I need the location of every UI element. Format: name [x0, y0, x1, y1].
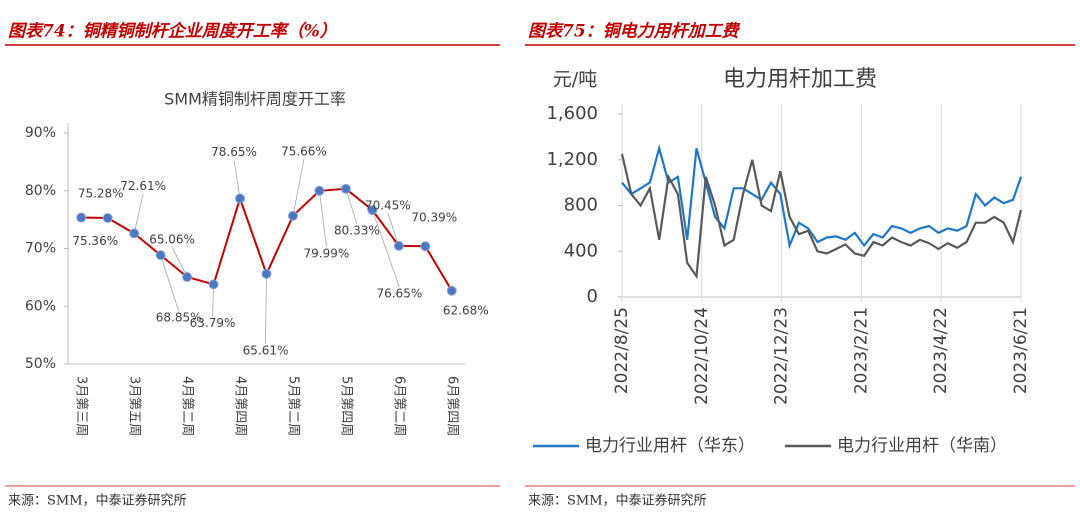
y-tick-label: 70% [25, 241, 56, 257]
data-label: 62.68% [443, 303, 489, 317]
data-label: 68.85% [156, 311, 202, 325]
data-point [287, 210, 298, 221]
data-point [420, 241, 431, 252]
data-label: 65.06% [149, 233, 195, 247]
leader-line [292, 158, 305, 216]
leader-line [387, 212, 400, 247]
x-tick-label: 2022/10/24 [692, 307, 712, 405]
data-point [314, 185, 325, 196]
x-tick-label: 5月第二周 [285, 376, 300, 436]
data-point [393, 240, 404, 251]
chart-title: SMM精铜制杆周度开工率 [164, 90, 346, 109]
panel-header: 图表75：铜电力用杆加工费 [528, 22, 741, 42]
data-point [76, 212, 87, 223]
leader-line [371, 209, 400, 288]
y-tick-label: 1,600 [546, 103, 598, 124]
leader-line [171, 246, 188, 278]
x-tick-label: 2023/4/22 [931, 307, 951, 394]
x-tick-label: 2022/12/23 [772, 307, 792, 405]
data-label: 70.45% [365, 198, 411, 212]
data-label: 75.66% [281, 144, 327, 158]
y-tick-label: 800 [564, 195, 598, 216]
y-tick-label: 90% [25, 125, 56, 141]
x-tick-label: 6月第二周 [391, 376, 406, 436]
y-tick-label: 400 [564, 240, 598, 261]
data-point [129, 228, 140, 239]
x-tick-label: 5月第四周 [338, 376, 353, 436]
data-label: 65.61% [243, 343, 289, 357]
leader-line [345, 188, 358, 224]
data-point [182, 272, 193, 283]
panel-header: 图表74：铜精铜制杆企业周度开工率（%） [8, 22, 337, 42]
y-tick-label: 60% [25, 298, 56, 314]
y-tick-label: 0 [587, 286, 598, 307]
leader-line [133, 193, 144, 234]
data-label: 75.28% [78, 187, 124, 201]
data-point [340, 183, 351, 194]
data-label: 75.36% [72, 234, 118, 248]
legend-label: 电力行业用杆（华东） [585, 436, 755, 456]
data-point [102, 213, 113, 224]
x-tick-label: 2022/8/25 [612, 307, 632, 394]
data-label: 76.65% [376, 287, 422, 301]
chart-title: 电力用杆加工费 [723, 67, 877, 92]
y-tick-label: 50% [25, 356, 56, 372]
legend-label: 电力行业用杆（华南） [837, 436, 1007, 456]
data-point [235, 193, 246, 204]
y-axis-label: 元/吨 [553, 69, 597, 91]
y-tick-label: 1,200 [546, 149, 598, 170]
source: 来源：SMM，中泰证券研究所 [528, 493, 707, 509]
series-line [621, 144, 1023, 250]
leader-line [233, 159, 241, 199]
data-label: 80.33% [334, 223, 380, 237]
source: 来源：SMM，中泰证券研究所 [8, 493, 187, 509]
data-label: 78.65% [211, 145, 257, 159]
data-point [261, 268, 272, 279]
data-label: 70.39% [411, 211, 457, 225]
leader-line [265, 273, 267, 344]
y-tick-label: 80% [25, 183, 56, 199]
data-point [155, 250, 166, 261]
data-point [367, 205, 378, 216]
data-point [208, 279, 219, 290]
x-tick-label: 2023/6/21 [1011, 307, 1031, 394]
leader-line [212, 284, 214, 317]
data-label: 72.61% [120, 179, 166, 193]
data-label: 63.79% [190, 316, 236, 330]
x-tick-label: 3月第五周 [127, 376, 142, 436]
x-tick-label: 3月第三周 [74, 376, 89, 436]
x-tick-label: 4月第四周 [233, 376, 248, 436]
data-label: 79.99% [304, 246, 350, 260]
leader-line [319, 190, 327, 247]
leader-line [160, 255, 180, 312]
series-line [620, 153, 1023, 280]
x-tick-label: 6月第四周 [444, 376, 459, 436]
x-tick-label: 2023/2/21 [851, 307, 871, 394]
data-point [446, 285, 457, 296]
x-tick-label: 4月第二周 [180, 376, 195, 436]
